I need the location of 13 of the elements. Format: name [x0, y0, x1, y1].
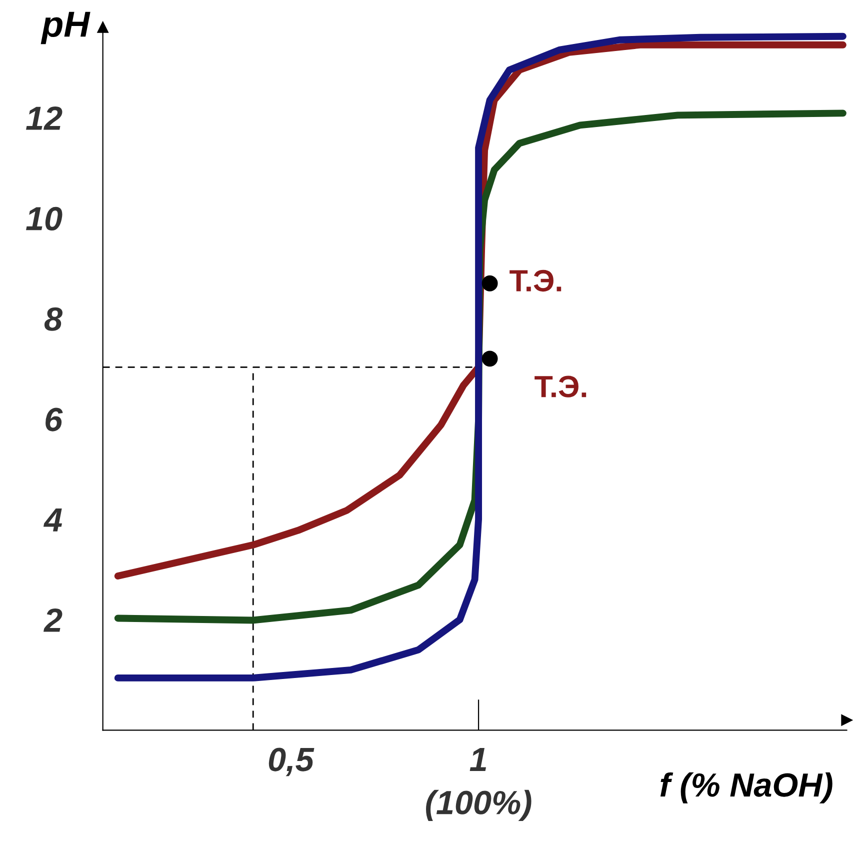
text: (100%) — [426, 790, 532, 821]
y-tick-label: 2 — [44, 608, 62, 632]
x-tick-label: 1 — [470, 748, 486, 771]
x-axis-title: f (% NaOH) — [660, 772, 832, 804]
y-tick-label: 12 — [26, 106, 62, 130]
annotation: Т.Э. — [510, 270, 562, 292]
y-tick-label: 4 — [43, 508, 62, 532]
y-tick-label: 6 — [46, 408, 63, 432]
y-tick-label: 10 — [26, 206, 62, 231]
annotation: Т.Э. — [534, 376, 586, 398]
y-axis-title: pH — [40, 12, 90, 44]
y-tick-label: 8 — [44, 307, 63, 331]
x-tick-label: 0,5 — [268, 748, 314, 776]
